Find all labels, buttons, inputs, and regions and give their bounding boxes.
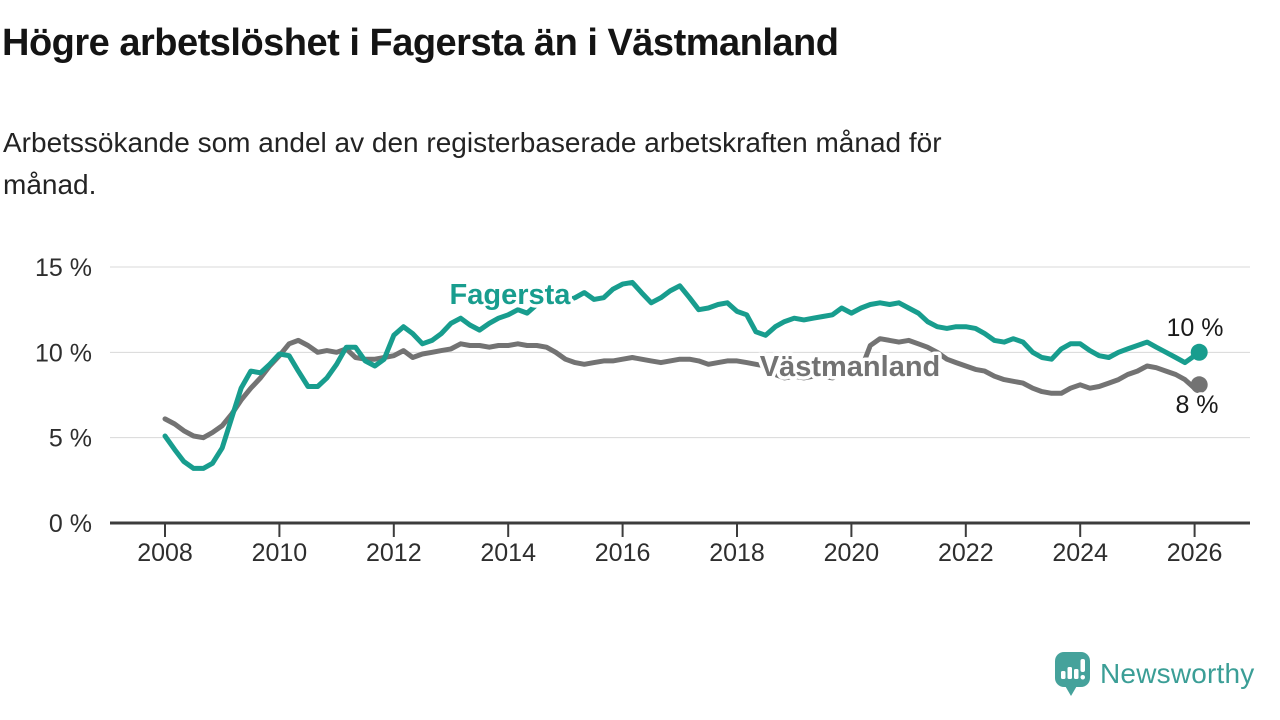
x-tick-label: 2014 bbox=[480, 539, 536, 567]
x-tick-label: 2020 bbox=[824, 539, 880, 567]
x-tick-label: 2012 bbox=[366, 539, 422, 567]
y-tick-label: 0 % bbox=[49, 510, 92, 538]
vastmanland-end-value-label: 8 % bbox=[1175, 391, 1218, 419]
x-tick-label: 2026 bbox=[1167, 539, 1223, 567]
vastmanland-line bbox=[162, 336, 1202, 441]
x-axis bbox=[110, 521, 1250, 537]
y-tick-label: 5 % bbox=[49, 425, 92, 453]
x-tick-label: 2018 bbox=[709, 539, 765, 567]
vastmanland-series-label: Västmanland bbox=[760, 351, 941, 383]
fagersta-line bbox=[162, 279, 1202, 471]
x-tick-label: 2024 bbox=[1052, 539, 1108, 567]
page-title: Högre arbetslöshet i Fagersta än i Västm… bbox=[2, 22, 839, 64]
x-tick-label: 2008 bbox=[137, 539, 193, 567]
x-tick-label: 2010 bbox=[252, 539, 308, 567]
x-tick-label: 2016 bbox=[595, 539, 651, 567]
axis-labels: 0 % 5 % 10 % 15 % 2008 2010 2012 2014 2016 2018 20… bbox=[35, 254, 1222, 567]
fagersta-series-label: Fagersta bbox=[450, 279, 572, 311]
vastmanland-end-dot bbox=[1190, 376, 1208, 394]
newsworthy-logo-icon bbox=[1055, 652, 1090, 696]
chart-subtitle-line2: månad. bbox=[3, 169, 97, 200]
newsworthy-wordmark: Newsworthy bbox=[1100, 658, 1255, 689]
chart-subtitle: Arbetssökande som andel av den registerb… bbox=[3, 122, 1203, 206]
newsworthy-branding: Newsworthy bbox=[1054, 650, 1254, 698]
fagersta-end-dot bbox=[1190, 343, 1208, 361]
y-tick-label: 15 % bbox=[35, 254, 92, 282]
y-tick-label: 10 % bbox=[35, 339, 92, 367]
x-tick-label: 2022 bbox=[938, 539, 994, 567]
fagersta-end-value-label: 10 % bbox=[1167, 314, 1224, 342]
chart-subtitle-line1: Arbetssökande som andel av den registerb… bbox=[3, 127, 942, 158]
